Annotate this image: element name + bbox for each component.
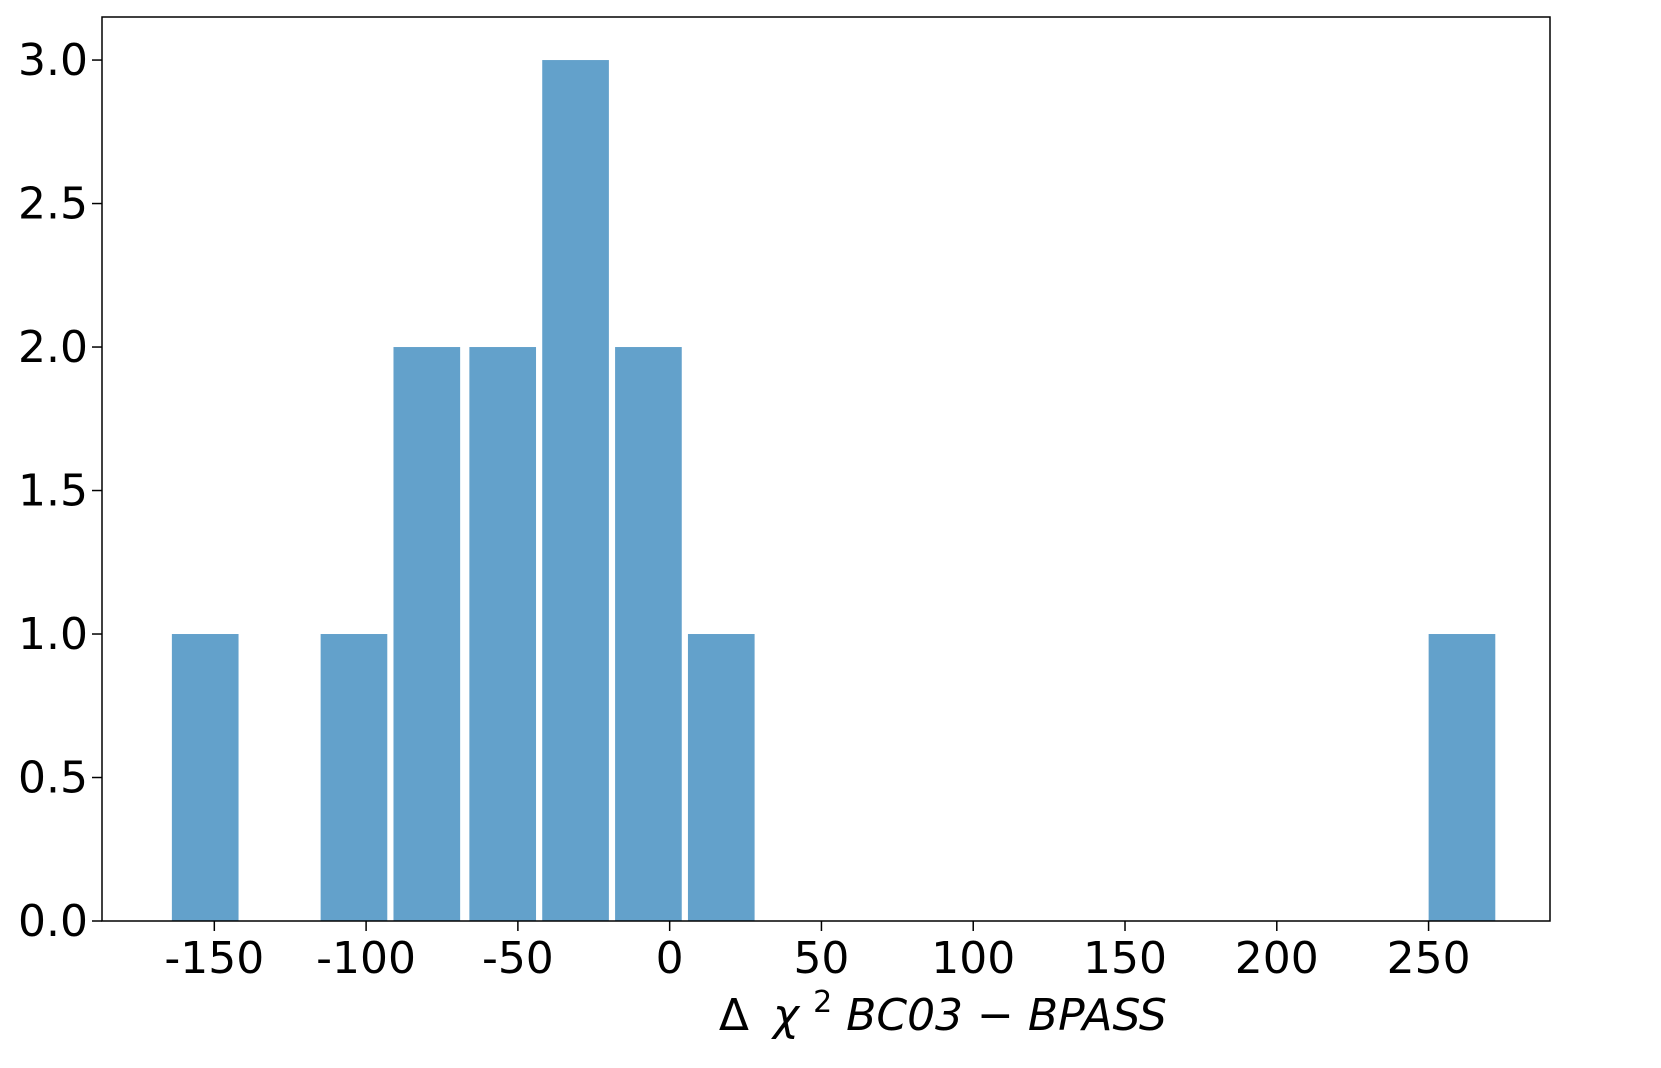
x-tick-label: -50	[482, 933, 554, 984]
x-axis-label-models: BC03 − BPASS	[846, 990, 1167, 1041]
y-tick-label: 3.0	[18, 35, 88, 86]
x-tick-label: 0	[656, 933, 684, 984]
histogram-bar	[171, 634, 239, 921]
x-tick-label: -150	[164, 933, 264, 984]
x-tick-label: 200	[1235, 933, 1319, 984]
x-tick-label: 50	[793, 933, 849, 984]
histogram-bar	[687, 634, 755, 921]
histogram-bar	[615, 347, 682, 921]
histogram-bar	[393, 347, 461, 921]
bars-layer	[171, 60, 1496, 922]
y-tick-label: 2.5	[18, 179, 88, 230]
y-tick-label: 1.0	[18, 609, 88, 660]
x-axis-ticks: -150 -100 -50 0 50 100 150 200 250	[164, 921, 1471, 984]
y-tick-label: 0.0	[18, 896, 88, 947]
x-tick-label: 250	[1387, 933, 1471, 984]
y-tick-label: 1.5	[18, 466, 88, 517]
x-axis-label-delta: Δ	[719, 990, 749, 1041]
y-tick-label: 2.0	[18, 322, 88, 373]
histogram-bar	[1428, 634, 1496, 921]
plot-frame	[101, 16, 1551, 922]
histogram-bar	[542, 60, 609, 922]
histogram-bar	[320, 634, 388, 921]
x-tick-label: -100	[316, 933, 416, 984]
x-axis-label-chi: χ	[771, 990, 801, 1041]
x-axis-label: Δ χ 2 BC03 − BPASS	[719, 972, 1167, 1041]
histogram-bar	[469, 347, 537, 921]
x-axis-label-superscript: 2	[813, 985, 832, 1020]
x-tick-label: 100	[931, 933, 1015, 984]
y-axis-ticks: 0.0 0.5 1.0 1.5 2.0 2.5 3.0	[18, 35, 102, 947]
x-tick-label: 150	[1083, 933, 1167, 984]
y-tick-label: 0.5	[18, 753, 88, 804]
